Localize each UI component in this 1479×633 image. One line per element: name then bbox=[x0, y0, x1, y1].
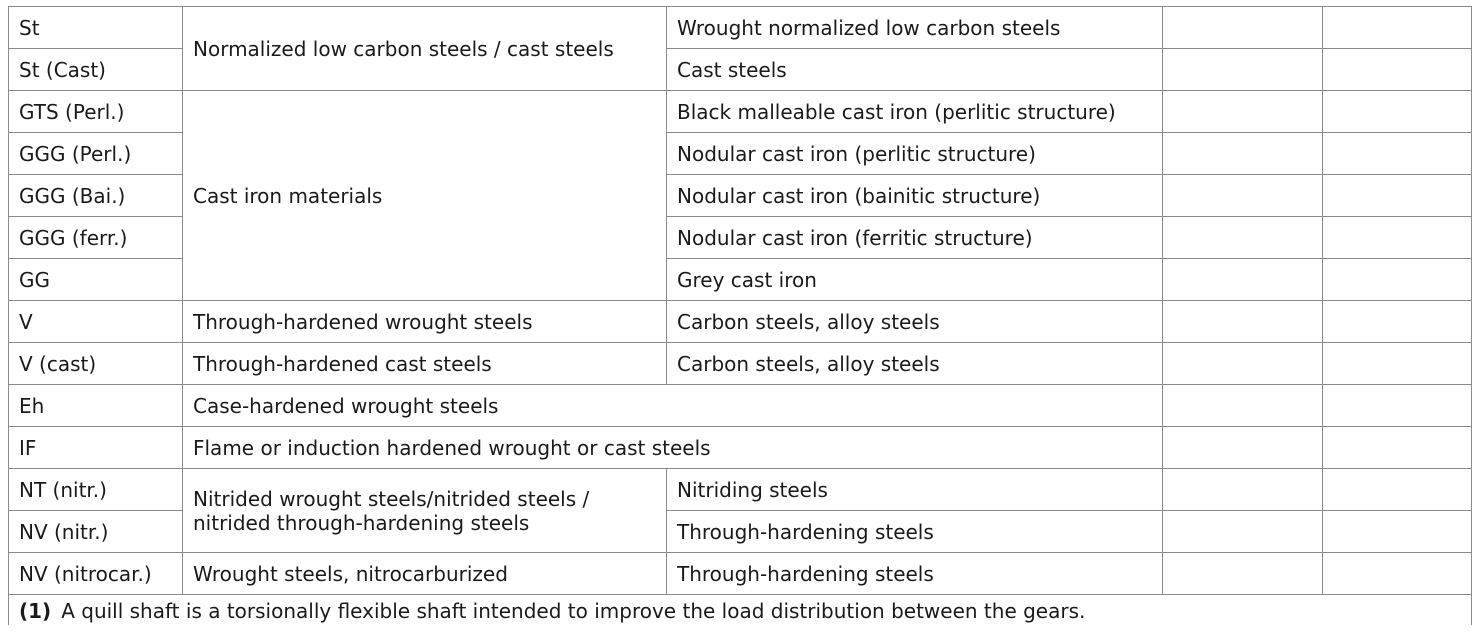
material-code: NV (nitrocar.) bbox=[8, 552, 183, 595]
material-description: Nodular cast iron (ferritic structure) bbox=[666, 216, 1163, 259]
table-row: Eh Case-hardened wrought steels bbox=[8, 384, 1472, 427]
empty-cell bbox=[1322, 510, 1472, 553]
material-code: GGG (Perl.) bbox=[8, 132, 183, 175]
empty-cell bbox=[1162, 426, 1323, 469]
table-row: NT (nitr.) Nitrided wrought steels/nitri… bbox=[8, 468, 1472, 553]
empty-cell bbox=[1162, 258, 1323, 301]
empty-cell bbox=[1322, 342, 1472, 385]
footnote-number: (1) bbox=[19, 599, 52, 623]
empty-cell bbox=[1322, 132, 1472, 175]
footnote-text: A quill shaft is a torsionally flexible … bbox=[61, 599, 1086, 623]
table-row: V Through-hardened wrought steels Carbon… bbox=[8, 300, 1472, 343]
empty-cell bbox=[1322, 6, 1472, 49]
material-description: Through-hardening steels bbox=[666, 552, 1163, 595]
empty-cell bbox=[1322, 258, 1472, 301]
material-group: Through-hardened cast steels bbox=[182, 342, 667, 385]
empty-cell bbox=[1162, 300, 1323, 343]
empty-cell bbox=[1162, 552, 1323, 595]
material-description: Carbon steels, alloy steels bbox=[666, 300, 1163, 343]
empty-cell bbox=[1162, 384, 1323, 427]
material-code: GGG (Bai.) bbox=[8, 174, 183, 217]
empty-cell bbox=[1322, 300, 1472, 343]
material-group: Through-hardened wrought steels bbox=[182, 300, 667, 343]
table-row: GGG (ferr.) Nodular cast iron (ferritic … bbox=[8, 216, 1472, 259]
empty-cell bbox=[1162, 132, 1323, 175]
material-code: NT (nitr.) bbox=[8, 468, 183, 511]
material-group: Wrought steels, nitrocarburized bbox=[182, 552, 667, 595]
table-row: GGG (Bai.) Nodular cast iron (bainitic s… bbox=[8, 174, 1472, 217]
table-row: St (Cast) Cast steels bbox=[8, 48, 1472, 91]
empty-cell bbox=[1162, 468, 1323, 511]
material-description: Wrought normalized low carbon steels bbox=[666, 6, 1163, 49]
material-code: GG bbox=[8, 258, 183, 301]
material-code: GGG (ferr.) bbox=[8, 216, 183, 259]
material-code: V bbox=[8, 300, 183, 343]
material-group: Nitrided wrought steels/nitrided steels … bbox=[182, 468, 667, 553]
material-code: St (Cast) bbox=[8, 48, 183, 91]
material-code: V (cast) bbox=[8, 342, 183, 385]
table-row: NV (nitr.) Through-hardening steels bbox=[8, 510, 1472, 553]
empty-cell bbox=[1322, 552, 1472, 595]
material-code: IF bbox=[8, 426, 183, 469]
material-group: Case-hardened wrought steels bbox=[182, 384, 1163, 427]
material-description: Nodular cast iron (bainitic structure) bbox=[666, 174, 1163, 217]
material-group: Cast iron materials bbox=[182, 90, 667, 301]
table-row: NV (nitrocar.) Wrought steels, nitrocarb… bbox=[8, 552, 1472, 595]
empty-cell bbox=[1322, 216, 1472, 259]
empty-cell bbox=[1322, 90, 1472, 133]
empty-cell bbox=[1162, 342, 1323, 385]
empty-cell bbox=[1162, 90, 1323, 133]
footnote: (1) A quill shaft is a torsionally flexib… bbox=[8, 594, 1472, 625]
material-code: St bbox=[8, 6, 183, 49]
material-code: GTS (Perl.) bbox=[8, 90, 183, 133]
empty-cell bbox=[1322, 48, 1472, 91]
table-row: GTS (Perl.) Cast iron materials Black ma… bbox=[8, 90, 1472, 301]
material-description: Carbon steels, alloy steels bbox=[666, 342, 1163, 385]
table-row: GG Grey cast iron bbox=[8, 258, 1472, 301]
empty-cell bbox=[1162, 6, 1323, 49]
material-code: NV (nitr.) bbox=[8, 510, 183, 553]
empty-cell bbox=[1162, 174, 1323, 217]
material-description: Cast steels bbox=[666, 48, 1163, 91]
material-table-container: St Normalized low carbon steels / cast s… bbox=[8, 6, 1472, 625]
material-table: St Normalized low carbon steels / cast s… bbox=[8, 6, 1472, 625]
material-description: Grey cast iron bbox=[666, 258, 1163, 301]
material-description: Nitriding steels bbox=[666, 468, 1163, 511]
table-row: St Normalized low carbon steels / cast s… bbox=[8, 6, 1472, 91]
table-row: IF Flame or induction hardened wrought o… bbox=[8, 426, 1472, 469]
material-group: Flame or induction hardened wrought or c… bbox=[182, 426, 1163, 469]
material-group: Normalized low carbon steels / cast stee… bbox=[182, 6, 667, 91]
material-description: Nodular cast iron (perlitic structure) bbox=[666, 132, 1163, 175]
empty-cell bbox=[1322, 468, 1472, 511]
material-code: Eh bbox=[8, 384, 183, 427]
empty-cell bbox=[1162, 216, 1323, 259]
empty-cell bbox=[1322, 384, 1472, 427]
material-description: Through-hardening steels bbox=[666, 510, 1163, 553]
empty-cell bbox=[1322, 426, 1472, 469]
table-row: V (cast) Through-hardened cast steels Ca… bbox=[8, 342, 1472, 385]
empty-cell bbox=[1162, 48, 1323, 91]
footnote-row: (1) A quill shaft is a torsionally flexib… bbox=[8, 594, 1472, 625]
material-description: Black malleable cast iron (perlitic stru… bbox=[666, 90, 1163, 133]
empty-cell bbox=[1162, 510, 1323, 553]
empty-cell bbox=[1322, 174, 1472, 217]
